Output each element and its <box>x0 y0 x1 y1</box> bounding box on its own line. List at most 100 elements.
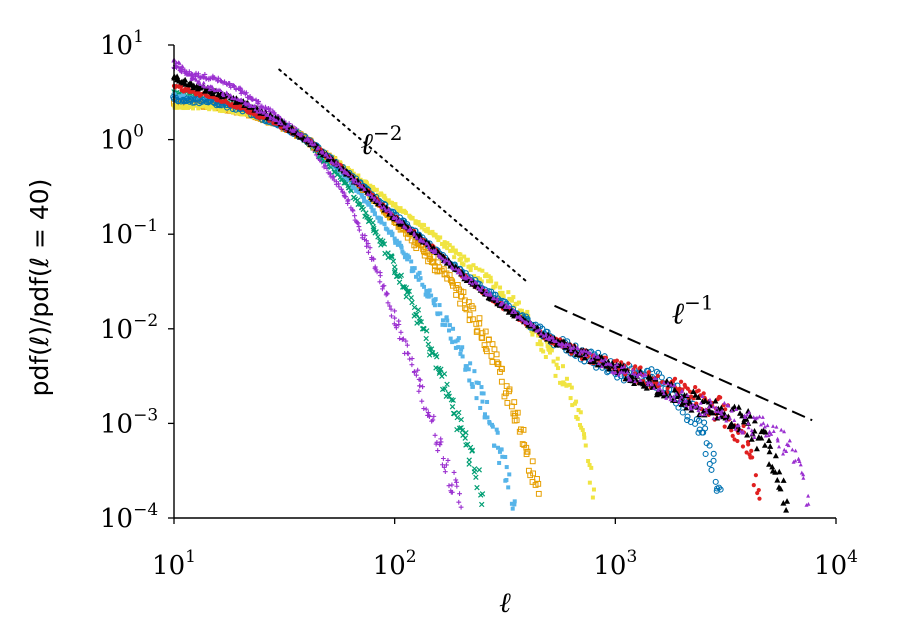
data-point <box>782 429 787 434</box>
data-point <box>749 448 754 453</box>
data-point <box>510 506 515 511</box>
data-point <box>179 84 184 89</box>
data-point <box>741 423 746 429</box>
data-point <box>433 248 438 252</box>
data-point <box>748 436 755 442</box>
data-point <box>479 279 484 284</box>
data-point <box>780 500 787 506</box>
data-point <box>390 203 395 208</box>
data-point <box>466 461 472 467</box>
data-point <box>462 305 468 312</box>
data-point <box>582 432 587 437</box>
data-point <box>703 407 708 412</box>
data-point <box>732 418 737 423</box>
data-point <box>469 276 474 281</box>
data-point <box>572 401 577 406</box>
data-point <box>231 83 237 89</box>
data-point <box>452 255 457 260</box>
y-tick-exponent: −1 <box>133 216 158 236</box>
data-point <box>470 281 475 286</box>
data-point <box>702 425 709 432</box>
data-point <box>379 220 384 225</box>
data-point <box>393 240 398 245</box>
data-point <box>722 424 727 429</box>
data-point <box>173 102 178 107</box>
data-point <box>352 213 358 219</box>
data-point <box>418 236 423 241</box>
data-point <box>472 369 477 374</box>
data-point <box>476 467 483 473</box>
data-point <box>565 342 570 346</box>
data-point <box>501 393 508 400</box>
data-point <box>537 327 542 332</box>
data-point <box>432 303 437 308</box>
data-point <box>346 167 351 172</box>
data-point <box>403 211 408 216</box>
data-point <box>757 496 762 501</box>
y-tick-exponent: 1 <box>133 27 144 47</box>
data-point <box>209 90 216 97</box>
data-point <box>516 300 521 305</box>
data-point <box>672 398 677 402</box>
data-point <box>551 335 556 340</box>
data-point <box>279 121 284 126</box>
data-point <box>377 273 383 279</box>
data-point <box>560 364 565 369</box>
data-point <box>360 183 365 188</box>
data-point <box>431 413 437 419</box>
data-point <box>493 351 500 358</box>
data-point <box>519 308 524 313</box>
data-point <box>464 364 469 369</box>
data-point <box>437 442 443 448</box>
data-point <box>527 472 534 479</box>
data-point <box>447 323 452 328</box>
data-point <box>436 238 441 243</box>
data-point <box>458 351 463 356</box>
data-point <box>578 410 583 415</box>
reference-line-slope-2 <box>554 304 813 422</box>
data-point <box>255 109 260 114</box>
data-point <box>277 118 282 123</box>
data-point <box>422 284 427 289</box>
data-point <box>455 338 460 343</box>
data-point <box>787 438 792 443</box>
data-point <box>509 298 514 303</box>
data-point <box>696 408 701 413</box>
data-point <box>476 315 483 322</box>
data-point <box>227 81 233 86</box>
data-point <box>730 433 735 438</box>
data-point <box>520 426 527 433</box>
data-point <box>306 137 311 142</box>
y-tick-exponent: −3 <box>133 405 158 425</box>
data-point <box>591 358 598 365</box>
data-point <box>188 104 193 109</box>
data-point <box>757 414 762 419</box>
data-point <box>702 397 709 404</box>
data-point <box>525 321 530 325</box>
data-point <box>474 280 479 285</box>
data-point <box>355 187 360 192</box>
data-point <box>584 349 589 353</box>
data-point <box>429 350 436 356</box>
data-point <box>430 229 435 234</box>
data-point <box>194 77 199 82</box>
data-point <box>506 388 512 395</box>
data-point <box>412 266 417 271</box>
data-point <box>491 346 498 353</box>
data-point <box>760 415 765 419</box>
data-point <box>447 243 452 248</box>
y-tick-label: 10−3 <box>100 405 158 439</box>
data-point <box>656 387 661 392</box>
data-point <box>535 328 540 333</box>
data-point <box>626 361 631 366</box>
data-point <box>511 295 516 300</box>
data-point <box>253 97 259 103</box>
data-point <box>489 279 494 284</box>
data-point <box>481 391 486 396</box>
data-point <box>362 233 368 238</box>
data-point <box>712 478 719 485</box>
data-point <box>696 388 701 393</box>
data-point <box>451 266 456 271</box>
data-point <box>480 285 485 289</box>
data-point <box>495 430 500 435</box>
